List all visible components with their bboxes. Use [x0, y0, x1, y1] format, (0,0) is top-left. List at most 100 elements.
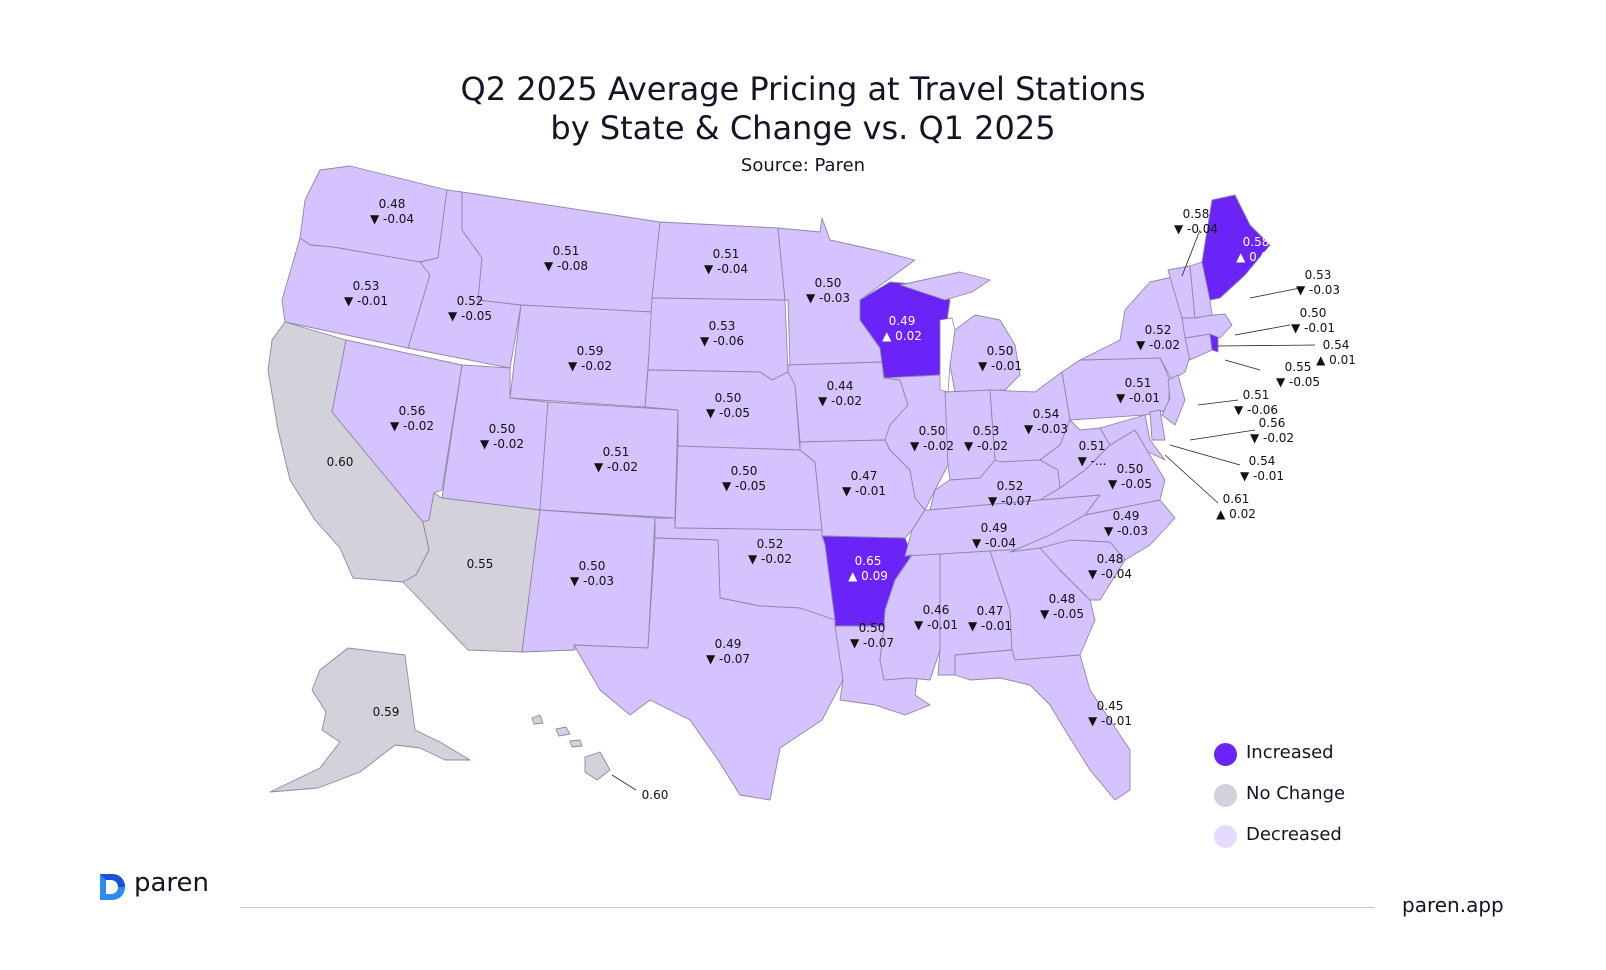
state-change-CO: ▼ -0.02	[594, 460, 638, 474]
state-price-DE: 0.56	[1259, 416, 1286, 430]
state-label-PA: 0.51▼ -0.01	[1116, 376, 1160, 405]
state-price-LA: 0.50	[859, 621, 886, 635]
state-label-CT: 0.55▼ -0.05	[1276, 360, 1320, 389]
state-label-WY: 0.59▼ -0.02	[568, 344, 612, 373]
state-change-ID: ▼ -0.05	[448, 309, 492, 323]
state-price-AL: 0.47	[977, 604, 1004, 618]
state-label-NH: 0.53▼ -0.03	[1296, 268, 1340, 297]
state-NH	[1189, 261, 1213, 319]
state-change-TN: ▼ -0.04	[972, 536, 1016, 550]
state-DE	[1149, 409, 1166, 441]
state-change-WA: ▼ -0.04	[370, 212, 414, 226]
state-change-PA: ▼ -0.01	[1116, 391, 1160, 405]
state-change-NH: ▼ -0.03	[1296, 283, 1340, 297]
state-label-VA: 0.50▼ -0.05	[1108, 462, 1152, 491]
state-label-TN: 0.49▼ -0.04	[972, 521, 1016, 550]
state-price-MT: 0.51	[553, 244, 580, 258]
state-price-GA: 0.48	[1049, 592, 1076, 606]
state-ND	[651, 221, 786, 301]
state-label-SD: 0.53▼ -0.06	[700, 319, 744, 348]
state-change-IL: ▼ -0.02	[910, 439, 954, 453]
state-change-WV: ▼ -...	[1078, 454, 1107, 468]
leader-line-RI	[1217, 344, 1316, 347]
state-change-NJ: ▼ -0.06	[1234, 403, 1278, 417]
state-price-OK: 0.52	[757, 537, 784, 551]
state-HI	[584, 751, 611, 781]
state-label-RI: 0.54▲ 0.01	[1316, 338, 1356, 367]
state-ME	[1201, 194, 1271, 301]
state-label-WA: 0.48▼ -0.04	[370, 197, 414, 226]
state-label-FL: 0.45▼ -0.01	[1088, 699, 1132, 728]
state-label-KY: 0.52▼ -0.07	[988, 479, 1032, 508]
state-label-IN: 0.53▼ -0.02	[964, 424, 1008, 453]
state-label-WV: 0.51▼ -...	[1078, 439, 1107, 468]
state-label-VT: 0.58▼ -0.04	[1174, 207, 1218, 236]
state-change-MI: ▼ -0.01	[978, 359, 1022, 373]
state-label-AZ: 0.55	[467, 557, 494, 571]
state-price-CO: 0.51	[603, 445, 630, 459]
state-label-HI: 0.60	[642, 788, 669, 802]
leader-line-HI	[611, 774, 637, 791]
state-price-IL: 0.50	[919, 424, 946, 438]
state-price-NE: 0.50	[715, 391, 742, 405]
state-price-KS: 0.50	[731, 464, 758, 478]
state-change-DE: ▼ -0.02	[1250, 431, 1294, 445]
state-price-ME: 0.58	[1243, 235, 1270, 249]
state-price-UT: 0.50	[489, 422, 516, 436]
state-change-NC: ▼ -0.03	[1104, 524, 1148, 538]
state-price-VT: 0.58	[1183, 207, 1210, 221]
leader-line-CT	[1224, 359, 1261, 371]
state-price-NM: 0.50	[579, 559, 606, 573]
state-price-MO: 0.47	[851, 469, 878, 483]
state-label-NC: 0.49▼ -0.03	[1104, 509, 1148, 538]
state-label-MI: 0.50▼ -0.01	[978, 344, 1022, 373]
state-change-AL: ▼ -0.01	[968, 619, 1012, 633]
legend-swatch-no-change	[1214, 784, 1237, 807]
chart-source: Source: Paren	[740, 155, 866, 176]
state-change-TX: ▼ -0.07	[706, 652, 750, 666]
state-label-GA: 0.48▼ -0.05	[1040, 592, 1084, 621]
state-change-RI: ▲ 0.01	[1316, 353, 1356, 367]
state-change-SD: ▼ -0.06	[700, 334, 744, 348]
state-price-KY: 0.52	[997, 479, 1024, 493]
state-change-MD: ▼ -0.01	[1240, 469, 1284, 483]
state-label-NE: 0.50▼ -0.05	[706, 391, 750, 420]
state-price-MS: 0.46	[923, 603, 950, 617]
footer-divider	[240, 907, 1374, 908]
state-price-MN: 0.50	[815, 276, 842, 290]
state-price-IN: 0.53	[973, 424, 1000, 438]
state-price-RI: 0.54	[1323, 338, 1350, 352]
leader-line-DE	[1189, 429, 1256, 441]
state-price-WV: 0.51	[1079, 439, 1106, 453]
state-label-MA: 0.50▼ -0.01	[1291, 306, 1335, 335]
state-label-KS: 0.50▼ -0.05	[722, 464, 766, 493]
state-change-ND: ▼ -0.04	[704, 262, 748, 276]
state-label-OH: 0.54▼ -0.03	[1024, 407, 1068, 436]
state-change-KY: ▼ -0.07	[988, 494, 1032, 508]
state-price-OR: 0.53	[353, 279, 380, 293]
legend-swatch-increased	[1214, 743, 1237, 766]
state-change-MT: ▼ -0.08	[544, 259, 588, 273]
state-label-NV: 0.56▼ -0.02	[390, 404, 434, 433]
state-price-CA: 0.60	[327, 455, 354, 469]
state-label-MD: 0.54▼ -0.01	[1240, 454, 1284, 483]
state-price-WA: 0.48	[379, 197, 406, 211]
state-price-ND: 0.51	[713, 247, 740, 261]
legend-label-decreased: Decreased	[1246, 824, 1342, 845]
state-label-CA: 0.60	[327, 455, 354, 469]
state-MI	[949, 314, 1021, 393]
state-label-DC: 0.61▲ 0.02	[1216, 492, 1256, 521]
state-label-AR: 0.65▲ 0.09	[848, 554, 888, 583]
state-label-ME: 0.58▲ 0.03	[1236, 235, 1276, 264]
us-map: 0.48▼ -0.040.53▼ -0.010.600.56▼ -0.020.5…	[267, 165, 1356, 802]
state-price-WY: 0.59	[577, 344, 604, 358]
lake-michigan	[939, 317, 956, 393]
state-price-CT: 0.55	[1285, 360, 1312, 374]
state-label-NJ: 0.51▼ -0.06	[1234, 388, 1278, 417]
leader-line-DC	[1164, 454, 1219, 504]
state-PA	[1061, 357, 1171, 421]
state-price-WI: 0.49	[889, 314, 916, 328]
state-price-AZ: 0.55	[467, 557, 494, 571]
footer-brand: paren	[134, 868, 210, 898]
state-MD	[1099, 414, 1166, 461]
